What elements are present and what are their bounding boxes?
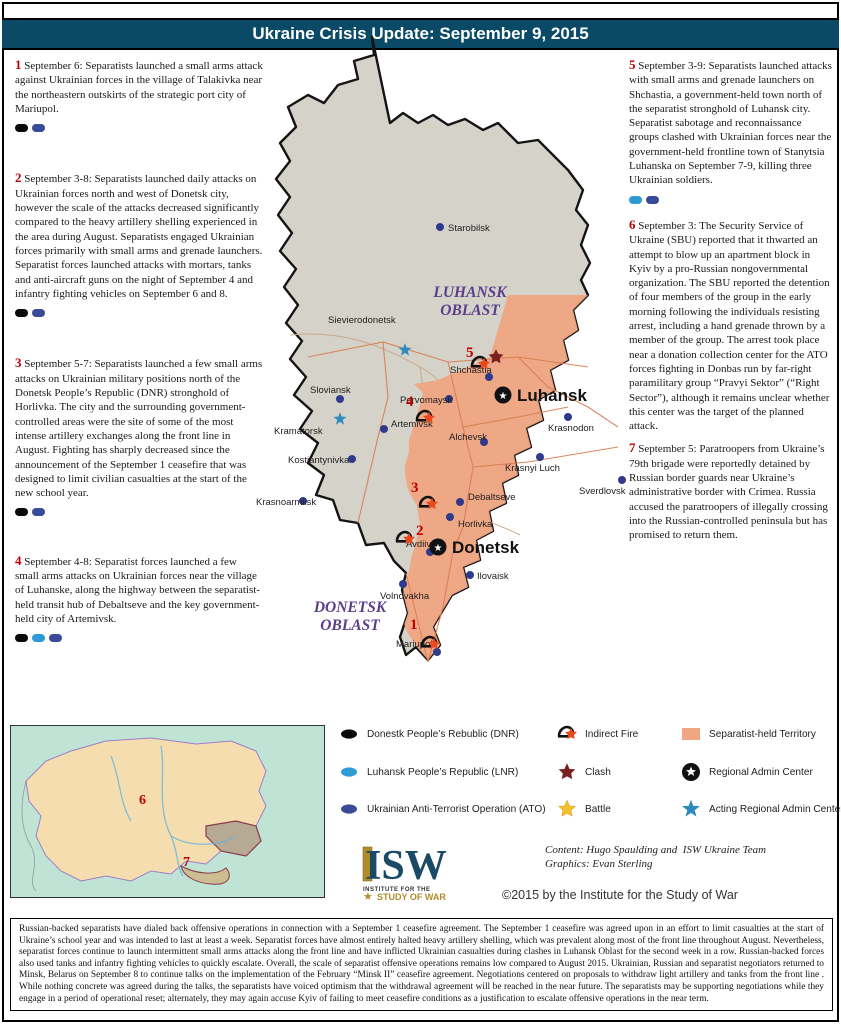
- svg-text:ISW: ISW: [365, 845, 447, 889]
- svg-text:Krasnyi Luch: Krasnyi Luch: [505, 463, 560, 474]
- svg-text:5: 5: [466, 345, 474, 361]
- svg-text:★: ★: [499, 391, 508, 402]
- svg-text:Starobilsk: Starobilsk: [448, 223, 490, 234]
- svg-text:2: 2: [416, 523, 424, 539]
- svg-text:★: ★: [434, 543, 443, 554]
- svg-text:4: 4: [406, 394, 414, 410]
- svg-text:Alchevsk: Alchevsk: [449, 432, 487, 443]
- svg-text:Sievierodonetsk: Sievierodonetsk: [328, 315, 396, 326]
- svg-text:6: 6: [139, 793, 146, 808]
- svg-text:Kostiantynivka: Kostiantynivka: [288, 455, 350, 466]
- svg-text:Ilovaisk: Ilovaisk: [477, 571, 509, 582]
- svg-text:Krasnodon: Krasnodon: [548, 423, 594, 434]
- svg-text:1: 1: [410, 617, 418, 633]
- svg-text:OBLAST: OBLAST: [440, 302, 500, 319]
- svg-text:Horlivka: Horlivka: [458, 519, 493, 530]
- svg-text:DONETSK: DONETSK: [313, 599, 388, 616]
- svg-text:Krasnoarmiisk: Krasnoarmiisk: [256, 497, 316, 508]
- svg-text:Mariupol: Mariupol: [396, 639, 432, 650]
- svg-text:LUHANSK: LUHANSK: [432, 284, 508, 301]
- svg-text:3: 3: [411, 480, 419, 496]
- svg-text:Debaltseve: Debaltseve: [468, 492, 516, 503]
- svg-text:7: 7: [183, 855, 190, 870]
- svg-text:Volnovakha: Volnovakha: [380, 591, 430, 602]
- svg-text:Luhansk: Luhansk: [517, 386, 587, 405]
- svg-text:★: ★: [363, 891, 373, 903]
- svg-text:Sloviansk: Sloviansk: [310, 385, 351, 396]
- svg-text:Donetsk: Donetsk: [452, 538, 520, 557]
- svg-text:OBLAST: OBLAST: [320, 617, 380, 634]
- svg-text:Sverdlovsk: Sverdlovsk: [579, 486, 626, 497]
- svg-text:Kramatorsk: Kramatorsk: [274, 426, 323, 437]
- svg-text:STUDY OF WAR: STUDY OF WAR: [377, 892, 446, 902]
